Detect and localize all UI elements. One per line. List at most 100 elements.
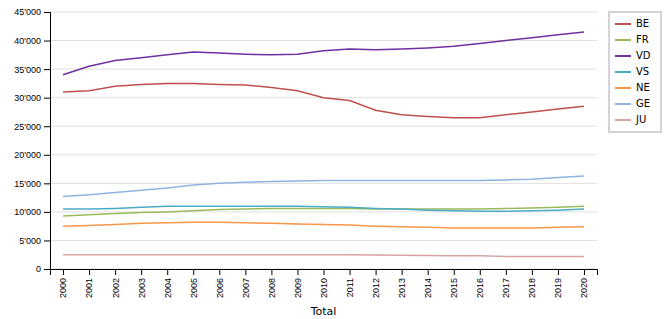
- x-tick: 2003: [137, 269, 147, 298]
- grid-line: [50, 183, 597, 184]
- y-tick: 20'000: [14, 150, 50, 160]
- x-tick-mark: [454, 269, 455, 275]
- y-tick-mark: [44, 41, 50, 42]
- series-line: [63, 206, 584, 211]
- legend-label: JU: [635, 114, 646, 125]
- x-tick-mark: [506, 269, 507, 275]
- grid-line: [50, 126, 597, 127]
- y-tick-mark: [44, 183, 50, 184]
- x-tick: 2010: [319, 269, 329, 298]
- y-tick-label: 25'000: [14, 122, 41, 132]
- x-tick-label: 2007: [241, 278, 251, 298]
- x-tick-label: 2006: [215, 278, 225, 298]
- grid: [50, 12, 597, 269]
- legend-swatch: [615, 55, 631, 57]
- x-tick: 2008: [267, 269, 277, 298]
- legend-swatch: [615, 87, 631, 89]
- y-tick: 35'000: [14, 64, 50, 74]
- x-tick-mark: [219, 269, 220, 275]
- x-tick-label: 2010: [319, 278, 329, 298]
- x-tick-label: 2005: [189, 278, 199, 298]
- y-tick-label: 30'000: [14, 93, 41, 103]
- x-tick-label: 2016: [475, 278, 485, 298]
- y-tick-mark: [44, 12, 50, 13]
- y-tick-label: 20'000: [14, 150, 41, 160]
- x-tick: 2009: [293, 269, 303, 298]
- x-tick: 2020: [579, 269, 589, 298]
- x-tick-mark: [350, 269, 351, 275]
- x-tick: 2001: [84, 269, 94, 298]
- x-tick-mark: [324, 269, 325, 275]
- legend-item: NE: [615, 82, 650, 93]
- y-tick: 5'000: [19, 236, 50, 246]
- legend-swatch: [615, 119, 631, 121]
- x-tick: 2011: [345, 269, 355, 297]
- x-tick-label: 2003: [137, 278, 147, 298]
- x-tick-mark: [89, 269, 90, 275]
- y-tick-label: 5'000: [19, 236, 41, 246]
- y-tick-label: 45'000: [14, 7, 41, 17]
- x-tick: 2016: [475, 269, 485, 298]
- legend-label: VS: [636, 66, 649, 77]
- legend-item: GE: [615, 98, 650, 109]
- legend-swatch: [615, 103, 631, 105]
- x-tick-label: 2011: [345, 278, 355, 297]
- x-tick-label: 2015: [449, 278, 459, 298]
- y-tick: 25'000: [14, 122, 50, 132]
- x-tick-mark: [428, 269, 429, 275]
- series-line: [63, 176, 584, 197]
- chart: 2000 2001 2002 2003 2004 2005 2006 2007 2008 2009…: [0, 0, 669, 319]
- x-tick: 2017: [501, 269, 511, 298]
- y-tick-mark: [44, 69, 50, 70]
- x-tick-label: 2002: [110, 278, 120, 298]
- x-tick-label: 2004: [163, 278, 173, 298]
- lines: [63, 32, 584, 256]
- x-tick: 2014: [423, 269, 433, 298]
- x-tick: 2004: [163, 269, 173, 298]
- x-tick-mark: [167, 269, 168, 275]
- x-tick-label: 2017: [501, 278, 511, 298]
- x-axis-line: [51, 270, 598, 276]
- legend-label: FR: [636, 34, 649, 45]
- x-tick-label: 2020: [579, 278, 589, 298]
- x-axis: 2000 2001 2002 2003 2004 2005 2006 2007 2008 2009…: [51, 269, 598, 298]
- x-tick-label: 2019: [553, 278, 563, 298]
- x-tick-mark: [584, 269, 585, 275]
- legend-label: BE: [636, 18, 649, 29]
- y-tick-mark: [44, 126, 50, 127]
- x-tick: 2005: [189, 269, 199, 298]
- y-tick-label: 10'000: [14, 207, 41, 217]
- y-axis-line: [44, 13, 51, 270]
- x-tick: 2018: [527, 269, 537, 298]
- x-tick: 2007: [241, 269, 251, 298]
- series-line: [63, 206, 584, 216]
- y-tick-label: 40'000: [14, 36, 41, 46]
- x-tick-mark: [271, 269, 272, 275]
- legend-item: FR: [615, 34, 649, 45]
- series-line: [63, 255, 584, 257]
- y-tick-mark: [44, 98, 50, 99]
- legend-swatch: [615, 71, 631, 73]
- x-tick-mark: [193, 269, 194, 275]
- y-tick: 40'000: [14, 36, 50, 46]
- legend-item: BE: [615, 18, 649, 29]
- legend-item: JU: [615, 114, 646, 125]
- y-tick: 45'000: [14, 7, 50, 17]
- x-tick-label: 2001: [84, 278, 94, 298]
- x-tick-mark: [480, 269, 481, 275]
- legend-swatch: [615, 39, 631, 41]
- x-tick-label: 2009: [293, 278, 303, 298]
- x-tick: 2012: [371, 269, 381, 298]
- x-tick-mark: [115, 269, 116, 275]
- grid-line: [50, 154, 597, 155]
- legend-label: GE: [636, 98, 650, 109]
- y-tick-label: 35'000: [14, 64, 41, 74]
- y-tick: 10'000: [14, 207, 50, 217]
- x-tick-mark: [245, 269, 246, 275]
- x-tick-label: 2014: [423, 278, 433, 298]
- x-tick-mark: [297, 269, 298, 275]
- series-line: [63, 222, 584, 228]
- x-axis-title: Total: [310, 305, 337, 318]
- x-tick-mark: [402, 269, 403, 275]
- x-tick: 2000: [58, 269, 68, 298]
